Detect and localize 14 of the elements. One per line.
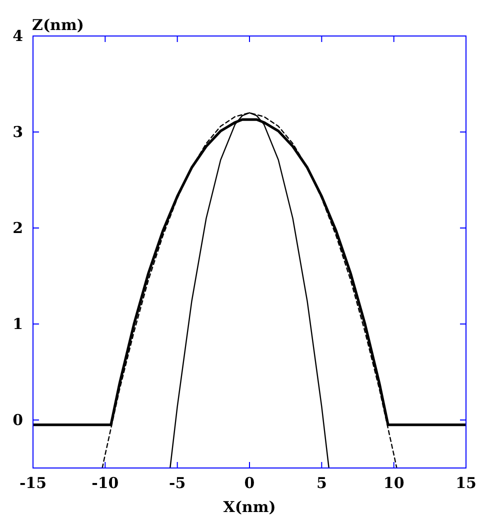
y-tick-label: 4 — [12, 27, 23, 45]
x-axis-title: X(nm) — [223, 498, 276, 516]
y-axis-title: Z(nm) — [32, 16, 84, 34]
x-tick-label: 5 — [316, 474, 327, 492]
x-tick-label: -15 — [19, 474, 47, 492]
y-tick-label: 1 — [12, 315, 23, 333]
x-tick-label: 10 — [383, 474, 404, 492]
x-tick-label: -5 — [168, 474, 186, 492]
y-tick-label: 0 — [12, 411, 23, 429]
x-tick-label: 15 — [456, 474, 476, 492]
y-tick-label: 2 — [12, 219, 23, 237]
x-tick-label: -10 — [92, 474, 119, 492]
y-tick-label: 3 — [12, 123, 23, 141]
x-tick-label: 0 — [244, 474, 255, 492]
